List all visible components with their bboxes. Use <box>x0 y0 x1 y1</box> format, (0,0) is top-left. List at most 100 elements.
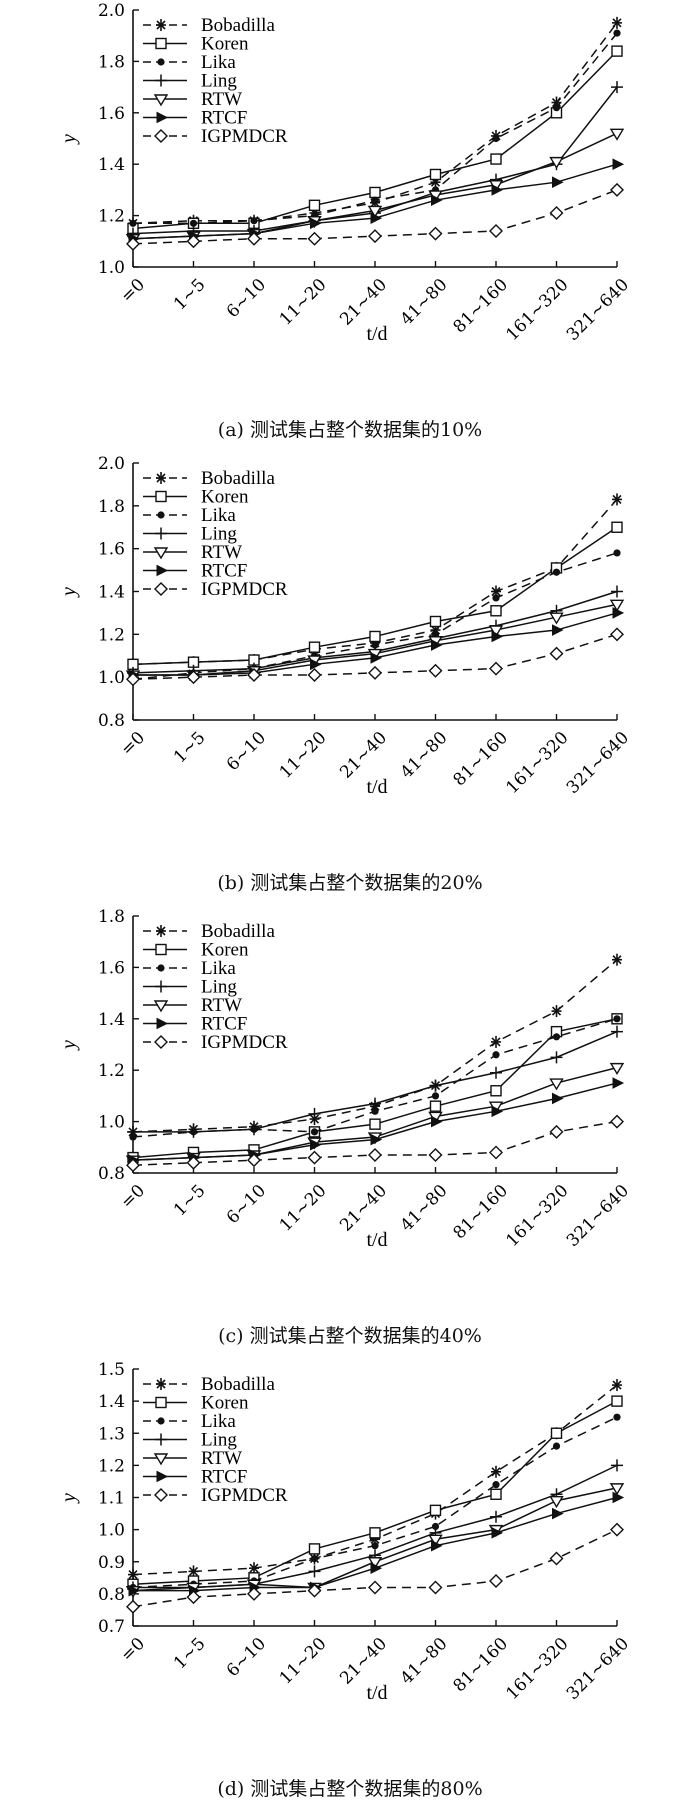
data-point <box>551 1005 562 1018</box>
data-point <box>491 1527 504 1539</box>
figure-b: 0.8 1.0 1.2 1.4 1.6 1.8 2.0 =0 1~5 6~10 11~20 21~40… <box>0 453 700 906</box>
legend-label: Bobadilla <box>201 921 275 942</box>
y-tick-label: 1.4 <box>98 1010 125 1030</box>
legend-marker <box>155 74 167 87</box>
data-point <box>488 625 504 638</box>
data-point <box>549 1124 564 1139</box>
legend-marker <box>154 1488 168 1502</box>
x-tick-label: 6~10 <box>223 728 270 775</box>
legend-marker <box>153 1000 169 1013</box>
data-point <box>612 493 622 506</box>
data-point <box>550 1427 563 1439</box>
legend-marker <box>157 58 165 66</box>
figure-a: 1.0 1.2 1.4 1.6 1.8 2.0 =0 1~5 6~10 11~20 21~40 41~… <box>0 0 700 453</box>
x-tick-label: 161~320 <box>502 728 572 798</box>
data-point <box>490 1488 502 1500</box>
data-point <box>310 1128 319 1136</box>
x-tick-label: 161~320 <box>502 1634 572 1704</box>
y-tick-label: 1.4 <box>98 583 125 603</box>
x-tick-label: 1~5 <box>170 275 210 315</box>
data-point <box>552 176 564 188</box>
data-point <box>429 615 442 628</box>
series-igpmdcr <box>126 1522 624 1614</box>
data-point <box>371 1107 379 1115</box>
x-axis-title: t/d <box>366 1229 387 1251</box>
legend-label: IGPMDCR <box>201 1485 288 1506</box>
series-rtcf <box>128 1491 625 1597</box>
data-point <box>369 1118 381 1130</box>
legend-label: Koren <box>201 34 249 55</box>
y-tick-label: 1.0 <box>98 1113 125 1133</box>
chart-b: 0.8 1.0 1.2 1.4 1.6 1.8 2.0 =0 1~5 6~10 11~20 21~40… <box>58 454 633 798</box>
data-point <box>370 1133 383 1146</box>
x-tick-label: =0 <box>117 275 149 307</box>
data-point <box>371 1542 379 1550</box>
data-point <box>371 641 379 649</box>
data-point <box>428 1534 443 1547</box>
data-point <box>308 199 321 212</box>
data-point <box>549 646 564 661</box>
data-point <box>610 182 624 197</box>
x-tick-label: 321~640 <box>563 275 633 345</box>
data-point <box>186 670 201 685</box>
data-point <box>491 1105 504 1118</box>
data-point <box>609 128 625 141</box>
y-tick-label: 1.6 <box>98 104 125 124</box>
y-tick-label: 1.2 <box>98 625 125 645</box>
legend-label: Lika <box>201 1411 236 1432</box>
y-tick-label: 1.0 <box>98 1521 125 1541</box>
data-point <box>491 1465 501 1478</box>
legend-marker <box>157 964 165 972</box>
y-tick-label: 1.0 <box>98 258 125 278</box>
data-point <box>371 196 379 204</box>
data-point <box>610 1522 624 1537</box>
data-point <box>129 219 137 227</box>
data-point <box>549 206 564 221</box>
y-axis-title: y <box>58 587 80 598</box>
legend-label: Lika <box>201 958 236 979</box>
data-point <box>310 217 322 230</box>
data-point <box>612 1491 625 1504</box>
legend-label: RTCF <box>201 108 247 129</box>
legend-label: Lika <box>201 505 236 526</box>
series-igpmdcr <box>126 627 624 687</box>
data-point <box>369 630 381 643</box>
data-point <box>613 29 621 37</box>
data-point <box>429 1100 442 1112</box>
y-tick-label: 2.0 <box>98 454 125 474</box>
y-tick-label: 1.4 <box>98 155 125 175</box>
x-tick-label: 81~160 <box>450 1634 512 1696</box>
data-point <box>431 1115 443 1128</box>
data-point <box>490 1066 502 1079</box>
data-point <box>609 1483 625 1496</box>
data-point <box>612 16 622 29</box>
caption-b: (b) 测试集占整个数据集的20% <box>217 872 483 894</box>
data-point <box>611 521 623 533</box>
x-tick-label: 21~40 <box>336 728 391 783</box>
x-tick-label: 21~40 <box>336 275 391 330</box>
data-point <box>247 668 261 683</box>
y-tick-label: 1.2 <box>98 1456 125 1476</box>
x-tick-label: =0 <box>117 728 149 760</box>
data-point <box>492 134 500 143</box>
data-point <box>428 226 443 241</box>
data-point <box>550 1051 563 1064</box>
data-point <box>429 168 442 181</box>
data-point <box>308 1565 321 1578</box>
x-tick-label: 161~320 <box>502 275 572 345</box>
data-point <box>612 1077 625 1089</box>
data-point <box>552 568 561 576</box>
data-point <box>613 1413 621 1421</box>
y-tick-label: 1.4 <box>98 1392 125 1412</box>
data-point <box>552 1507 564 1520</box>
data-point <box>552 104 561 112</box>
data-point <box>489 1145 503 1160</box>
legend-marker <box>155 943 167 956</box>
x-tick-label: 11~20 <box>276 1181 331 1236</box>
legend-label: RTW <box>201 1448 242 1469</box>
data-point <box>370 1562 383 1574</box>
legend-label: Ling <box>201 71 237 92</box>
series-igpmdcr <box>126 182 624 251</box>
data-point <box>612 1379 622 1392</box>
x-tick-label: 321~640 <box>563 728 633 798</box>
